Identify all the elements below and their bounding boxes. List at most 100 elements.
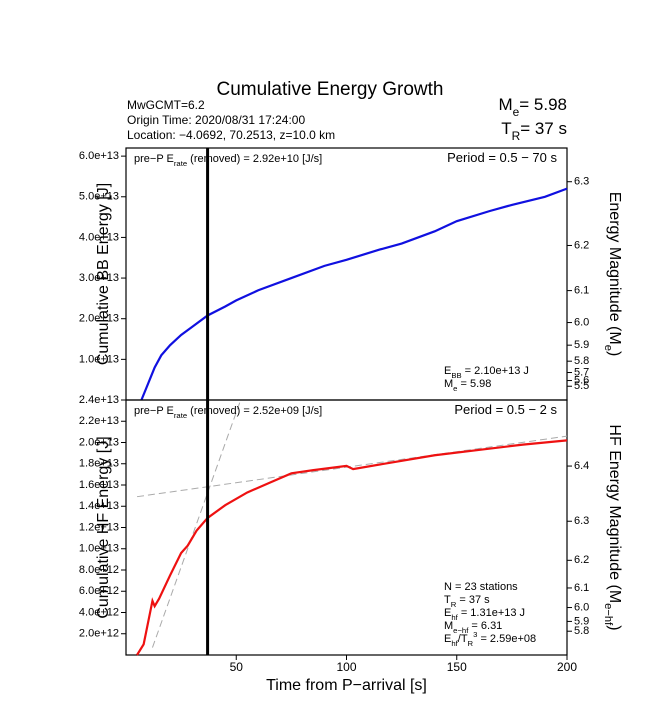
plot-frame <box>125 147 568 401</box>
y-tick-label: 1.0e+13 <box>79 353 119 365</box>
reference-line <box>136 435 568 498</box>
y-tick-label: 2.4e+13 <box>79 394 119 406</box>
y2-axis-label-sub: e−hf <box>602 603 614 626</box>
y-tick-label: 3.0e+13 <box>79 272 119 284</box>
y-tick-label: 1.6e+13 <box>79 479 119 491</box>
y-tick-label: 2.2e+13 <box>79 415 119 427</box>
period-label: Period = 0.5 − 2 s <box>454 402 557 417</box>
y2-axis-label-sub: e <box>602 345 614 351</box>
y-tick-label: 6.0e+12 <box>79 585 119 597</box>
rate-note: pre−P Erate (removed) = 2.92e+10 [J/s] <box>134 153 322 168</box>
reference-line <box>151 399 242 648</box>
y2-tick-label: 5.8 <box>574 355 589 367</box>
y2-axis-label-part: ) <box>606 625 623 630</box>
stat-line-sub: R <box>468 639 474 648</box>
y2-tick-label: 6.3 <box>574 176 589 188</box>
stat-line: N = 23 stations <box>444 581 518 593</box>
y-axis-label: Cumulative HF Energy [J] <box>95 436 112 618</box>
stat-line-part: = 5.98 <box>457 378 491 390</box>
stat-line-sub: e−hf <box>453 626 469 635</box>
rate-note-part: (removed) = 2.52e+09 [J/s] <box>187 405 322 417</box>
duration-header: TR= 37 s <box>501 119 567 143</box>
y2-tick-label: 6.2 <box>574 554 589 566</box>
stat-line-part: N = 23 stations <box>444 581 518 593</box>
stat-line: TR = 37 s <box>444 594 490 609</box>
stat-line-sub: hf <box>451 639 458 648</box>
y2-axis-label: Energy Magnitude (Me) <box>602 192 623 357</box>
stat-line: EBB = 2.10e+13 J <box>444 365 529 380</box>
magnitude-header: Me= 5.98 <box>498 95 567 119</box>
y-axis-label-part: Cumulative BB Energy [J] <box>95 183 112 365</box>
stat-line-sub: e <box>453 384 457 393</box>
stat-line-sub: R <box>451 600 457 609</box>
y2-axis-label-part: Energy Magnitude (M <box>606 192 623 345</box>
stat-line-sub: hf <box>451 613 458 622</box>
stat-line: Ehf/TR3 = 2.59e+08 <box>444 630 536 648</box>
y-tick-label: 1.4e+13 <box>79 500 119 512</box>
y-tick-label: 6.0e+13 <box>79 150 119 162</box>
y-tick-label: 2.0e+13 <box>79 313 119 325</box>
rate-note-sub: rate <box>174 159 187 168</box>
duration-header-part: T <box>501 119 511 138</box>
stat-line-part: M <box>444 620 453 632</box>
header-info: MwGCMT=6.2 <box>127 98 205 112</box>
stat-line-part: T <box>444 594 451 606</box>
x-tick-label: 200 <box>557 660 577 674</box>
duration-header-sub: R <box>512 129 521 143</box>
x-tick-label: 150 <box>447 660 467 674</box>
y2-axis-label: HF Energy Magnitude (Me−hf) <box>602 424 623 630</box>
y2-tick-label: 5.8 <box>574 625 589 637</box>
y2-axis-label-part: ) <box>606 351 623 356</box>
stat-line-sup: 3 <box>473 630 477 639</box>
x-tick-label: 50 <box>230 660 244 674</box>
y2-tick-label: 5.6 <box>574 374 589 386</box>
y2-tick-label: 6.0 <box>574 316 589 328</box>
y2-tick-label: 6.1 <box>574 285 589 297</box>
stat-line-part: /T <box>458 633 468 645</box>
duration-header-part: = 37 s <box>520 119 567 138</box>
y2-tick-label: 6.3 <box>574 515 589 527</box>
y-tick-label: 1.0e+13 <box>79 543 119 555</box>
y-tick-label: 1.2e+13 <box>79 521 119 533</box>
rate-note: pre−P Erate (removed) = 2.52e+09 [J/s] <box>134 405 322 420</box>
y-tick-label: 1.8e+13 <box>79 458 119 470</box>
stat-line-part: = 2.10e+13 J <box>462 365 529 377</box>
stat-line: Me−hf = 6.31 <box>444 620 502 635</box>
stat-line-part: M <box>444 378 453 390</box>
stat-line-part: = 2.59e+08 <box>477 633 536 645</box>
y-axis-label: Cumulative BB Energy [J] <box>95 183 112 365</box>
y-tick-label: 2.0e+12 <box>79 628 119 640</box>
y2-tick-label: 5.7 <box>574 366 589 378</box>
rate-note-part: pre−P E <box>134 153 174 165</box>
header-info: Location: −4.0692, 70.2513, z=10.0 km <box>127 128 335 142</box>
y-axis-label-part: Cumulative HF Energy [J] <box>95 436 112 618</box>
magnitude-header-sub: e <box>513 105 520 119</box>
y2-axis-label-part: HF Energy Magnitude (M <box>606 424 623 603</box>
header-info: Origin Time: 2020/08/31 17:24:00 <box>127 113 305 127</box>
y-tick-label: 8.0e+12 <box>79 564 119 576</box>
stat-line-part: = 6.31 <box>468 620 502 632</box>
stat-line-part: = 1.31e+13 J <box>458 607 525 619</box>
rate-note-part: (removed) = 2.92e+10 [J/s] <box>187 153 322 165</box>
stat-line: Me = 5.98 <box>444 378 491 393</box>
y2-tick-label: 6.4 <box>574 460 589 472</box>
y2-tick-label: 5.9 <box>574 615 589 627</box>
series-line <box>140 187 568 401</box>
series-line <box>136 439 568 656</box>
x-tick-label: 100 <box>336 660 356 674</box>
y2-tick-label: 5.5 <box>574 380 589 392</box>
y-tick-label: 2.0e+13 <box>79 436 119 448</box>
y2-tick-label: 6.1 <box>574 582 589 594</box>
stat-line: Ehf = 1.31e+13 J <box>444 607 525 622</box>
rate-note-sub: rate <box>174 411 187 420</box>
stat-line-part: = 37 s <box>456 594 490 606</box>
y2-tick-label: 6.0 <box>574 601 589 613</box>
y-tick-label: 4.0e+13 <box>79 231 119 243</box>
x-axis-label: Time from P−arrival [s] <box>266 677 427 694</box>
y-tick-label: 5.0e+13 <box>79 191 119 203</box>
period-label-part: Period = 0.5 − 2 s <box>454 402 557 417</box>
magnitude-header-part: = 5.98 <box>519 95 567 114</box>
period-label: Period = 0.5 − 70 s <box>447 150 557 165</box>
y-tick-label: 4.0e+12 <box>79 606 119 618</box>
